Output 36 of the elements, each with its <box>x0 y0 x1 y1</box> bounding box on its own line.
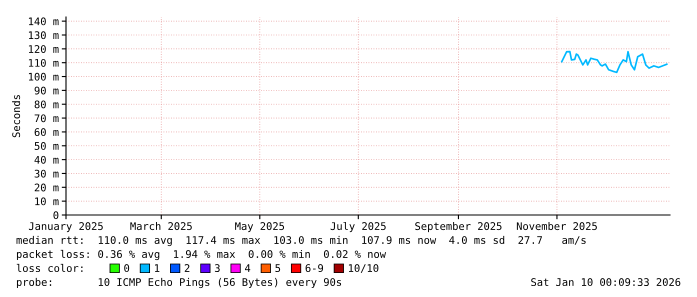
text: packet loss: 0.36 % avg 1.94 % max 0.00 % min 0.02 % now <box>16 250 386 260</box>
y-tick-label: 80 m <box>34 100 59 108</box>
legend-label: 1 <box>155 264 160 272</box>
legend-title: loss color: <box>16 264 82 272</box>
y-tick-label: 90 m <box>34 86 59 95</box>
y-tick-label: 140 m <box>28 17 59 26</box>
y-tick-label: 10 m <box>35 197 59 206</box>
text: probe: 10 ICMP Echo Pings (56 Bytes) every 90s <box>16 278 342 288</box>
text: median rtt: 110.0 ms avg 117.4 ms max 103.0 ms min 107.9 ms now 4.0 ms sd 27.7 am/s <box>16 236 586 246</box>
legend-label: 0 <box>124 264 130 272</box>
y-tick-label: 40 m <box>34 156 59 164</box>
legend-label: 3 <box>214 264 220 272</box>
text: Sat Jan 10 00:09:33 2026 <box>531 278 680 286</box>
x-tick-label: November 2025 <box>516 222 597 230</box>
y-tick-label: 20 m <box>34 184 59 192</box>
legend-label: 2 <box>184 264 190 272</box>
legend-label: 5 <box>275 264 280 272</box>
line-series <box>560 50 668 74</box>
legend-label: 10/10 <box>348 264 378 273</box>
y-tick-label: 0 <box>53 211 58 220</box>
y-tick-label: 100 m <box>28 72 59 81</box>
y-tick-label: 30 m <box>34 170 59 178</box>
y-axis-title: Seconds <box>12 95 20 138</box>
y-tick-label: 110 m <box>28 58 59 67</box>
legend-label: 4 <box>244 264 250 272</box>
y-tick-label: 120 m <box>28 45 59 53</box>
x-tick-label: September 2025 <box>415 222 502 232</box>
y-tick-label: 60 m <box>34 128 59 136</box>
x-tick-label: January 2025 <box>28 222 103 232</box>
y-tick-label: 130 m <box>28 31 59 40</box>
x-tick-label: March 2025 <box>130 222 192 230</box>
x-tick-label: May 2025 <box>235 222 284 232</box>
legend-label: 6-9 <box>306 264 324 272</box>
y-tick-label: 50 m <box>34 142 59 150</box>
x-tick-label: July 2025 <box>330 222 386 232</box>
y-tick-label: 70 m <box>34 114 59 122</box>
